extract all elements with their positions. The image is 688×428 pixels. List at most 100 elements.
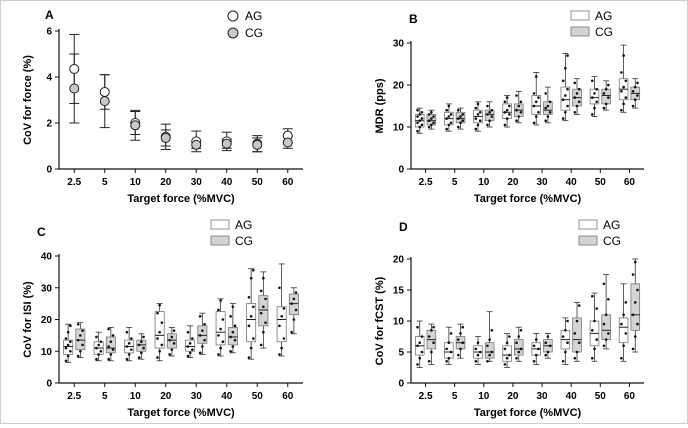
box-iqr [502, 345, 512, 362]
data-point [590, 79, 594, 83]
data-point [427, 360, 431, 363]
data-point [486, 344, 489, 348]
data-point [604, 87, 608, 91]
data-point [76, 322, 80, 326]
box-ag [276, 263, 287, 357]
data-point [127, 353, 131, 356]
data-point [532, 360, 536, 363]
x-axis-title: Target force (%MVC) [474, 407, 582, 419]
x-tick-label: 30 [537, 391, 549, 402]
box-cg [572, 78, 582, 115]
box-ag [444, 326, 454, 365]
data-point [546, 115, 550, 118]
data-point [575, 350, 579, 354]
box-cg [227, 303, 238, 354]
data-point [595, 100, 598, 104]
data-point [432, 341, 435, 345]
data-point [631, 273, 635, 276]
y-tick-label: 5 [398, 348, 404, 359]
data-point [519, 347, 523, 351]
box-ag [531, 332, 542, 365]
data-point [259, 343, 263, 347]
box-ag [444, 103, 454, 132]
data-point [278, 324, 281, 328]
x-tick-label: 5 [102, 391, 108, 402]
data-point [188, 351, 192, 355]
box-cg [543, 86, 553, 124]
data-point [633, 301, 637, 304]
data-point [564, 350, 567, 354]
data-point [188, 342, 192, 345]
y-tick-label: 10 [393, 317, 405, 328]
data-point [488, 353, 491, 357]
box-ag [560, 53, 571, 122]
legend-swatch-cg [570, 26, 590, 37]
data-point [561, 360, 565, 363]
box-ag [414, 107, 425, 134]
data-point [430, 123, 433, 127]
data-point [170, 335, 174, 339]
data-point [595, 338, 598, 341]
data-point [69, 324, 72, 328]
box-cg [630, 258, 641, 353]
data-point [76, 338, 80, 342]
data-point [231, 305, 235, 309]
data-point [459, 115, 462, 118]
data-point [564, 94, 567, 97]
data-point [515, 119, 518, 122]
legend-swatch-cg [210, 235, 230, 246]
legend-label-cg: CG [235, 234, 253, 248]
data-point [81, 329, 84, 332]
data-point [620, 108, 623, 112]
data-point [140, 340, 143, 344]
data-point [160, 343, 164, 347]
legend-label-ag: AG [235, 218, 252, 232]
data-point [427, 335, 431, 338]
legend-swatch-ag [570, 10, 590, 21]
panel-d: D 0 5 10 15 20 2.5 5 10 20 30 40 50 60 Target force (%… [374, 218, 644, 419]
legend-swatch-cg [578, 235, 598, 246]
x-tick-label: 40 [221, 177, 233, 188]
data-point [191, 348, 194, 351]
x-tick-label: 2.5 [67, 177, 81, 188]
data-point [229, 315, 232, 318]
box-cg [258, 271, 269, 349]
data-point [97, 353, 100, 356]
data-point [79, 349, 82, 353]
data-point [418, 113, 422, 116]
point-cg [99, 96, 110, 107]
data-point [247, 324, 251, 328]
legend-marker-ag [227, 10, 239, 22]
data-point [447, 341, 451, 345]
data-point [548, 100, 552, 104]
x-axis-title: Target force (%MVC) [127, 407, 235, 419]
box-ag [502, 95, 512, 128]
y-tick-label: 10 [41, 347, 53, 358]
data-point [624, 332, 628, 335]
data-point [172, 329, 176, 332]
data-point [566, 87, 569, 91]
data-point [503, 347, 507, 351]
data-point [203, 322, 206, 326]
data-point [282, 337, 286, 340]
data-point [79, 334, 82, 337]
data-point [172, 342, 176, 345]
data-point [534, 338, 538, 341]
data-point [191, 337, 194, 340]
data-point [418, 125, 422, 129]
box-cg [455, 323, 466, 359]
data-point [418, 119, 422, 122]
data-point [534, 353, 538, 357]
data-point [420, 350, 424, 354]
x-tick-label: 2.5 [419, 391, 433, 402]
data-point [432, 325, 435, 329]
data-point [505, 108, 509, 112]
data-point [573, 111, 577, 114]
x-tick-label: 30 [537, 177, 549, 188]
data-point [99, 349, 103, 353]
data-point [575, 319, 579, 323]
box-iqr [75, 328, 86, 351]
data-point [607, 298, 610, 301]
data-point [593, 347, 596, 351]
